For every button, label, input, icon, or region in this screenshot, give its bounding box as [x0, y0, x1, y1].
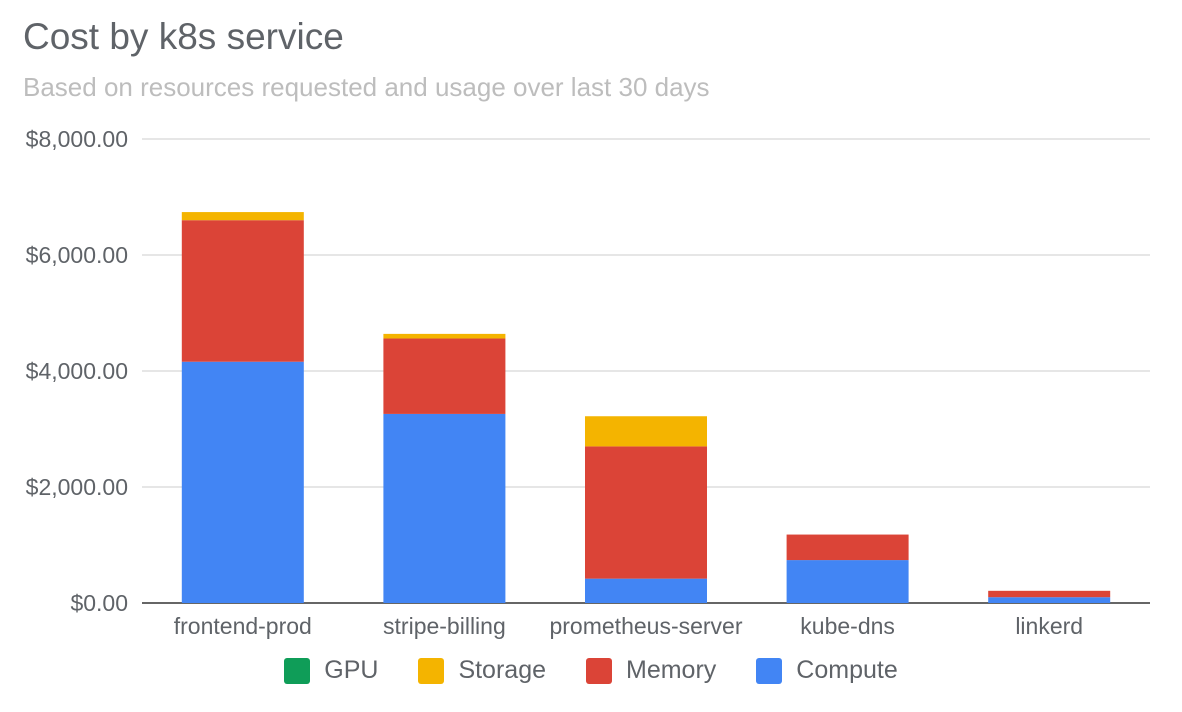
legend-label: Memory: [626, 656, 717, 684]
x-tick-label: stripe-billing: [383, 613, 506, 639]
bar-compute-frontend-prod: [181, 361, 304, 603]
bar-series: [181, 212, 1111, 603]
legend-item-memory: Memory: [586, 656, 716, 685]
bar-memory-frontend-prod: [181, 220, 304, 362]
y-tick-label: $0.00: [70, 590, 128, 616]
bar-compute-kube-dns: [786, 560, 909, 603]
bar-compute-linkerd: [988, 597, 1111, 603]
x-tick-label: linkerd: [1015, 613, 1083, 639]
y-tick-label: $4,000.00: [26, 358, 128, 384]
x-tick-label: frontend-prod: [174, 613, 312, 639]
y-tick-label: $6,000.00: [26, 242, 128, 268]
legend-swatch: [586, 657, 612, 684]
bar-memory-prometheus-server: [585, 446, 707, 579]
chart-title: Cost by k8s service: [23, 16, 344, 57]
legend-item-gpu: GPU: [284, 656, 378, 685]
plot-area: $0.00 $2,000.00 $4,000.00 $6,000.00 $8,000.0…: [26, 126, 1150, 639]
bar-storage-prometheus-server: [585, 416, 707, 447]
bar-storage-stripe-billing: [383, 333, 506, 339]
y-tick-label: $8,000.00: [26, 126, 128, 152]
x-tick-label: kube-dns: [800, 613, 895, 639]
y-tick-label: $2,000.00: [26, 474, 128, 500]
legend-swatch: [756, 657, 783, 684]
legend-label: Compute: [796, 656, 898, 684]
legend-item-storage: Storage: [418, 656, 546, 685]
legend: GPU Storage Memory Compute: [0, 656, 1182, 685]
bar-memory-kube-dns: [786, 534, 909, 561]
bar-storage-frontend-prod: [181, 212, 304, 221]
legend-item-compute: Compute: [756, 656, 898, 685]
x-axis-ticks: frontend-prod stripe-billing prometheus-se…: [174, 613, 1083, 639]
bar-memory-stripe-billing: [383, 338, 506, 414]
chart-subtitle: Based on resources requested and usage o…: [23, 72, 710, 102]
y-axis-ticks: $0.00 $2,000.00 $4,000.00 $6,000.00 $8,000.0…: [26, 126, 128, 616]
legend-swatch: [284, 657, 311, 684]
bar-compute-stripe-billing: [383, 413, 506, 603]
bar-memory-linkerd: [988, 590, 1111, 598]
legend-swatch: [418, 657, 445, 684]
legend-label: Storage: [458, 656, 546, 684]
x-tick-label: prometheus-server: [549, 613, 742, 639]
legend-label: GPU: [324, 656, 379, 684]
bar-compute-prometheus-server: [585, 578, 707, 603]
